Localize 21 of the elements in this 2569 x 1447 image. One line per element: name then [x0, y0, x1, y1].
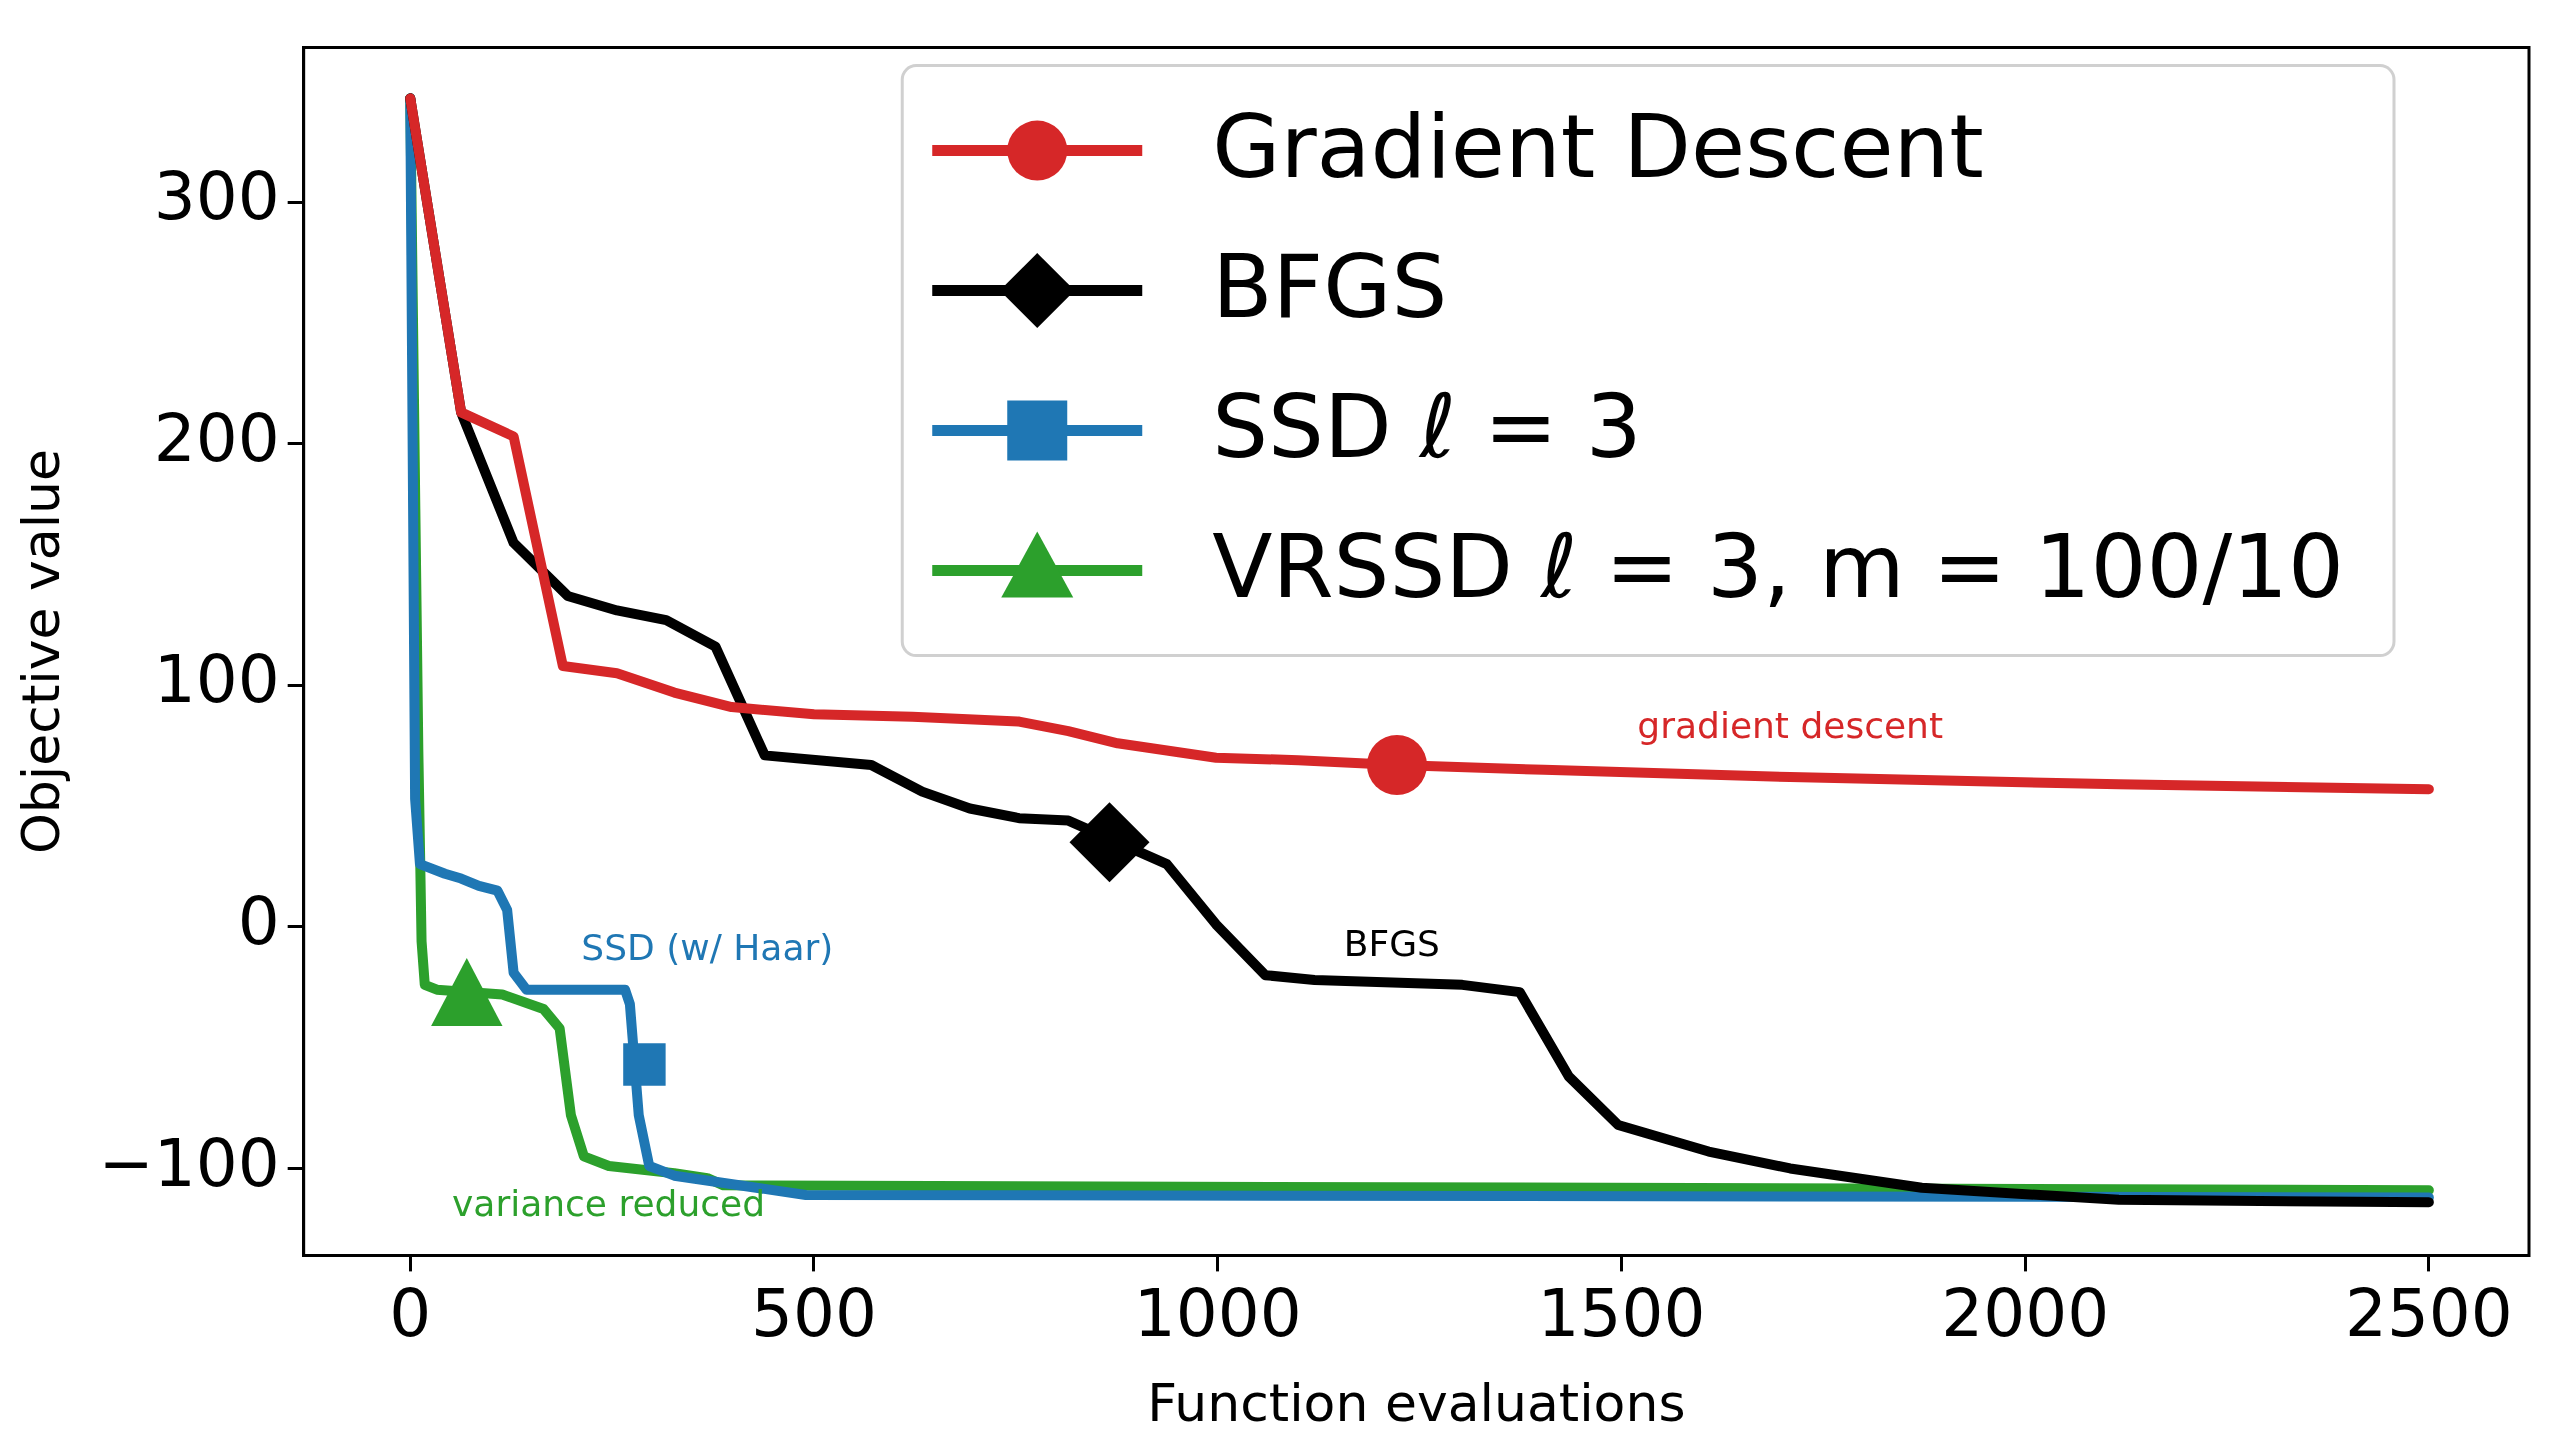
legend-label: VRSSD ℓ = 3, m = 100/10: [1212, 515, 2345, 619]
y-tick-label: 100: [153, 641, 280, 719]
legend-label: BFGS: [1212, 235, 1448, 339]
x-tick-label: 1500: [1537, 1275, 1706, 1353]
y-tick-label: 200: [153, 399, 280, 477]
x-tick-label: 500: [750, 1275, 877, 1353]
annotation: SSD (w/ Haar): [581, 927, 834, 969]
legend-label: SSD ℓ = 3: [1212, 375, 1642, 479]
x-tick-label: 2000: [1941, 1275, 2110, 1353]
annotation: variance reduced: [452, 1183, 766, 1225]
x-axis-title: Function evaluations: [1147, 1373, 1686, 1434]
y-tick-label: −100: [98, 1124, 280, 1202]
annotation: gradient descent: [1637, 705, 1944, 747]
x-tick-label: 2500: [2344, 1275, 2513, 1353]
y-axis-title: Objective value: [10, 448, 71, 855]
legend-label: Gradient Descent: [1212, 95, 1984, 199]
x-tick-label: 0: [389, 1275, 432, 1353]
annotation: BFGS: [1343, 922, 1440, 964]
x-tick-label: 1000: [1133, 1275, 1302, 1353]
y-tick-label: 0: [237, 883, 280, 961]
y-tick-label: 300: [153, 158, 280, 236]
